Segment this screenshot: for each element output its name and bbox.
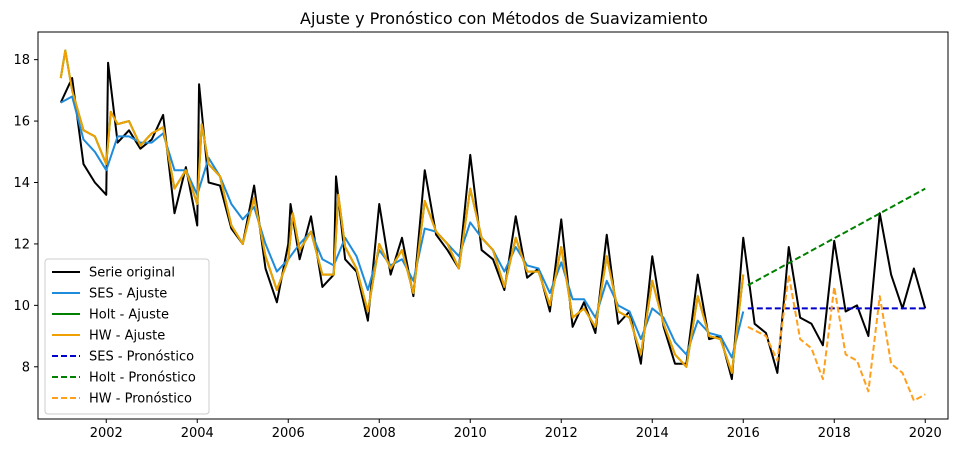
legend-label-hw-pronostico: HW - Pronóstico — [89, 392, 192, 407]
y-tick-label: 8 — [22, 360, 30, 375]
y-tick-label: 10 — [13, 299, 30, 314]
x-tick-label: 2020 — [909, 426, 942, 441]
x-tick-label: 2008 — [363, 426, 396, 441]
y-tick-label: 16 — [13, 115, 30, 130]
x-tick-label: 2002 — [90, 426, 123, 441]
legend: Serie original SES - Ajuste Holt - Ajuste H… — [44, 258, 210, 415]
y-tick-label: 18 — [13, 53, 30, 68]
legend-label-hw-ajuste: HW - Ajuste — [89, 329, 165, 344]
x-tick-label: 2012 — [545, 426, 578, 441]
y-tick-label: 12 — [13, 237, 30, 252]
x-tick-label: 2016 — [727, 426, 760, 441]
legend-label-holt-ajuste: Holt - Ajuste — [89, 308, 169, 323]
series-line-hw-ajuste — [59, 49, 745, 374]
x-tick-label: 2018 — [818, 426, 851, 441]
chart-title: Ajuste y Pronóstico con Métodos de Suavi… — [300, 9, 708, 28]
x-tick-label: 2010 — [454, 426, 487, 441]
series-line-ses-ajuste — [60, 95, 745, 359]
legend-label-holt-pronostico: Holt - Pronóstico — [89, 371, 196, 386]
series-line-holt-pronostico — [747, 187, 926, 287]
legend-label-ses-pronostico: SES - Pronóstico — [89, 350, 194, 365]
axes: 2002 2004 2006 2008 2010 2012 2014 2016 2018 2020… — [13, 31, 949, 441]
legend-label-ses-ajuste: SES - Ajuste — [89, 287, 167, 302]
series-line-hw-pronostico — [747, 273, 926, 402]
x-tick-label: 2004 — [181, 426, 214, 441]
axes-frame — [37, 31, 949, 420]
y-tick-label: 14 — [13, 176, 30, 191]
legend-label-serie-original: Serie original — [89, 266, 175, 281]
x-tick-label: 2006 — [272, 426, 305, 441]
plot-area — [59, 49, 927, 402]
legend-box — [44, 258, 210, 415]
x-tick-label: 2014 — [636, 426, 669, 441]
